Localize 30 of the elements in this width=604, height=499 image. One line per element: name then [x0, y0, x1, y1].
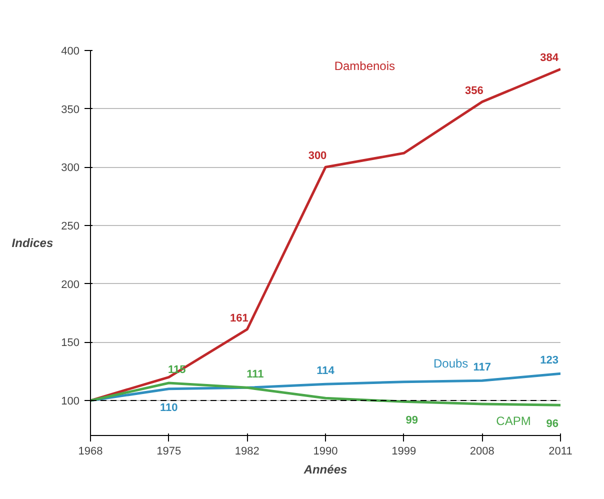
y-tick-label: 150 [61, 337, 80, 350]
x-tick-label: 1990 [313, 446, 338, 458]
data-label: 99 [406, 414, 418, 427]
data-label: 123 [540, 354, 559, 367]
y-tick-label: 350 [61, 104, 80, 116]
y-tick-label: 250 [61, 220, 80, 232]
series-label: CAPM [496, 414, 531, 428]
y-tick-label: 200 [61, 278, 80, 291]
y-tick-label: 300 [61, 162, 80, 174]
data-label: 111 [246, 368, 264, 381]
x-tick-label: 1999 [392, 446, 416, 458]
data-label: 117 [473, 362, 492, 374]
data-label: 110 [160, 402, 178, 414]
data-label: 356 [464, 84, 484, 97]
x-tick-label: 1968 [78, 446, 103, 458]
data-label: 300 [308, 150, 327, 162]
y-tick-label: 100 [61, 396, 80, 408]
x-tick-label: 2011 [548, 446, 572, 458]
y-axis-title: Indices [12, 236, 54, 250]
y-tick-label: 400 [61, 46, 80, 58]
data-label: 96 [546, 418, 559, 430]
x-tick-label: 2008 [470, 446, 494, 458]
data-label: 161 [230, 312, 248, 324]
text: Dambenois [334, 59, 396, 74]
data-label: 384 [540, 52, 560, 64]
x-tick-label: 1982 [234, 446, 260, 458]
x-axis-title: Années [302, 462, 348, 476]
series-label: Doubs [433, 356, 468, 371]
x-tick-label: 1975 [156, 446, 182, 458]
data-label: 114 [316, 365, 336, 378]
